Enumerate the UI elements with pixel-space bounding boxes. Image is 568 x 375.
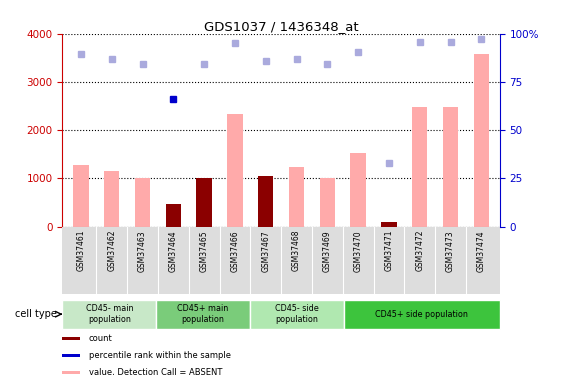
Bar xyxy=(412,107,428,226)
Text: GSM37472: GSM37472 xyxy=(415,230,424,272)
Bar xyxy=(227,114,243,226)
Text: count: count xyxy=(89,334,112,344)
Bar xyxy=(350,153,366,226)
Bar xyxy=(443,106,458,226)
Bar xyxy=(166,204,181,226)
Text: CD45- main
population: CD45- main population xyxy=(86,304,133,324)
Bar xyxy=(197,178,212,226)
Text: GSM37465: GSM37465 xyxy=(200,230,208,272)
Text: GSM37463: GSM37463 xyxy=(138,230,147,272)
Text: GSM37467: GSM37467 xyxy=(261,230,270,272)
Text: cell type: cell type xyxy=(15,309,57,319)
Bar xyxy=(344,300,500,329)
Bar xyxy=(250,300,344,329)
Text: GSM37462: GSM37462 xyxy=(107,230,116,272)
Bar xyxy=(135,178,151,226)
Bar xyxy=(73,165,89,226)
Text: percentile rank within the sample: percentile rank within the sample xyxy=(89,351,231,360)
Text: CD45- side
population: CD45- side population xyxy=(275,304,319,324)
Bar xyxy=(62,300,156,329)
Title: GDS1037 / 1436348_at: GDS1037 / 1436348_at xyxy=(204,20,358,33)
Text: CD45+ side population: CD45+ side population xyxy=(375,310,468,319)
Text: GSM37469: GSM37469 xyxy=(323,230,332,272)
Text: GSM37468: GSM37468 xyxy=(292,230,301,272)
Bar xyxy=(104,171,119,226)
Bar xyxy=(258,176,273,226)
Text: GSM37461: GSM37461 xyxy=(77,230,85,272)
Bar xyxy=(62,337,80,340)
Text: GSM37474: GSM37474 xyxy=(477,230,486,272)
Text: GSM37473: GSM37473 xyxy=(446,230,455,272)
Bar xyxy=(289,167,304,226)
Bar xyxy=(62,354,80,357)
Text: GSM37470: GSM37470 xyxy=(354,230,362,272)
Bar xyxy=(381,222,396,226)
Text: CD45+ main
population: CD45+ main population xyxy=(177,304,229,324)
Text: GSM37464: GSM37464 xyxy=(169,230,178,272)
Bar xyxy=(166,204,181,226)
Text: GSM37471: GSM37471 xyxy=(385,230,394,272)
Bar xyxy=(156,300,250,329)
Bar xyxy=(474,54,489,226)
Bar xyxy=(381,222,396,226)
Text: GSM37466: GSM37466 xyxy=(231,230,240,272)
Text: value, Detection Call = ABSENT: value, Detection Call = ABSENT xyxy=(89,368,222,375)
Bar xyxy=(320,178,335,226)
Bar xyxy=(258,176,273,226)
Bar xyxy=(62,371,80,374)
Bar xyxy=(197,178,212,226)
